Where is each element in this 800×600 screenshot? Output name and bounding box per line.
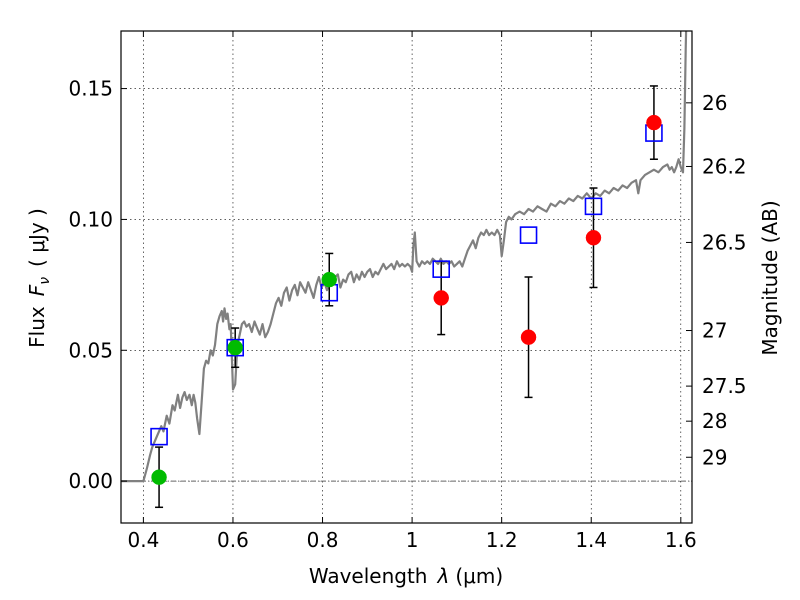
magnitude-axis-label: Magnitude (AB) xyxy=(758,200,782,355)
observed-point-marker xyxy=(646,115,661,130)
y-tick-label: 0.05 xyxy=(68,338,113,362)
x-tick-label: 1.4 xyxy=(575,528,607,552)
observed-point-marker xyxy=(434,290,449,305)
x-tick-label: 0.4 xyxy=(127,528,159,552)
observed-point-marker xyxy=(521,330,536,345)
y-tick-label: 0.15 xyxy=(68,77,113,101)
magnitude-tick-label: 26 xyxy=(702,91,727,115)
x-axis-label: Wavelength λ (μm) xyxy=(309,564,503,588)
magnitude-tick-label: 28 xyxy=(702,409,727,433)
magnitude-tick-label: 26.2 xyxy=(702,154,747,178)
x-tick-label: 0.6 xyxy=(217,528,249,552)
observed-point-marker xyxy=(152,470,167,485)
x-tick-label: 1.6 xyxy=(665,528,697,552)
magnitude-tick-label: 27.5 xyxy=(702,374,747,398)
x-tick-label: 1.2 xyxy=(486,528,518,552)
sed-chart: 0.4 0.6 0.8 1 1.2 1.4 1.6 0.00 0.05 0.10 0.15 26 2… xyxy=(0,0,800,600)
magnitude-tick-label: 29 xyxy=(702,445,727,469)
x-tick-label: 0.8 xyxy=(307,528,339,552)
y-tick-label: 0.10 xyxy=(68,207,113,231)
observed-point-marker xyxy=(228,340,243,355)
x-tick-label: 1 xyxy=(406,528,419,552)
magnitude-tick-label: 27 xyxy=(702,319,727,343)
magnitude-tick-label: 26.5 xyxy=(702,230,747,254)
y-tick-label: 0.00 xyxy=(68,469,113,493)
observed-point-marker xyxy=(586,230,601,245)
observed-point-marker xyxy=(322,272,337,287)
chart-background xyxy=(0,0,800,600)
